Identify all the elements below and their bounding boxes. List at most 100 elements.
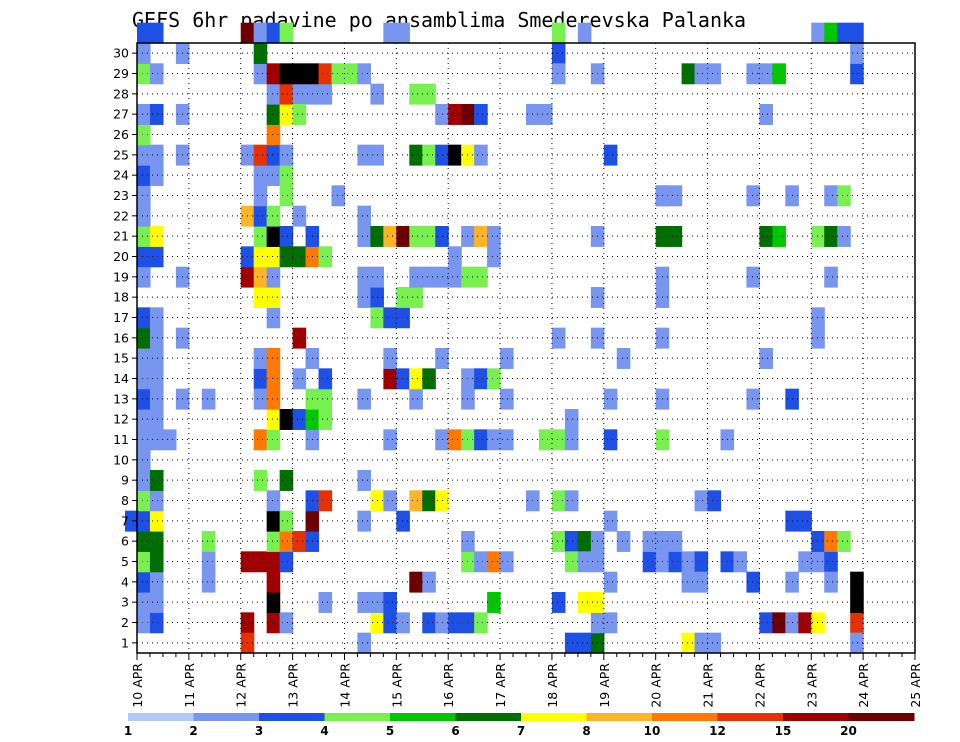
precip-cell xyxy=(266,246,281,268)
precip-cell xyxy=(357,266,371,288)
y-tick-label: 29 xyxy=(113,66,129,81)
colorbar-swatch xyxy=(455,713,522,721)
precip-cell xyxy=(422,490,436,512)
precip-cell xyxy=(551,63,566,85)
precip-cell xyxy=(137,551,151,573)
precip-cell xyxy=(318,368,333,390)
precip-cell xyxy=(551,22,566,44)
precip-cell xyxy=(357,144,371,166)
precip-cell xyxy=(266,388,281,410)
precip-cell xyxy=(538,429,553,451)
precip-cell xyxy=(850,22,864,44)
precip-cell xyxy=(474,551,488,573)
precip-cell xyxy=(694,551,709,573)
precip-cell xyxy=(266,22,281,44)
precip-cell xyxy=(137,104,151,125)
y-tick-label: 25 xyxy=(113,147,129,162)
precip-cell xyxy=(798,612,812,634)
precip-cell xyxy=(850,43,864,64)
precip-cell xyxy=(616,348,631,369)
precip-cell xyxy=(292,368,307,390)
precip-cell xyxy=(811,307,825,329)
precip-cell xyxy=(266,266,281,288)
precip-cell xyxy=(149,470,164,491)
precip-cell xyxy=(253,246,268,268)
precip-cell xyxy=(396,612,410,634)
precip-cell xyxy=(500,388,514,410)
colorbar-swatch xyxy=(717,713,784,721)
x-tick-label: 12 APR xyxy=(234,663,249,708)
colorbar-label: 15 xyxy=(775,724,792,738)
precip-cell xyxy=(292,83,307,105)
precip-cell xyxy=(383,592,397,613)
precip-cell xyxy=(577,22,592,44)
precip-cell xyxy=(292,205,307,227)
precip-cell xyxy=(850,612,864,634)
precip-cell xyxy=(279,226,294,247)
precip-cell xyxy=(137,124,151,146)
colorbar-label: 7 xyxy=(517,724,525,738)
precip-cell xyxy=(824,22,838,44)
precip-cell xyxy=(357,63,371,85)
precip-cell xyxy=(357,205,371,227)
y-tick-label: 1 xyxy=(121,635,129,650)
precip-cell xyxy=(409,287,423,308)
precip-cell xyxy=(811,22,825,44)
precip-cell xyxy=(707,490,722,512)
y-tick-label: 15 xyxy=(113,351,129,366)
precip-cell xyxy=(149,571,164,593)
precip-cell xyxy=(266,226,281,247)
precip-cell xyxy=(266,307,281,329)
precip-cell xyxy=(551,429,566,451)
x-tick-label: 11 APR xyxy=(182,663,197,708)
precip-cell xyxy=(811,327,825,349)
precip-cell xyxy=(137,612,151,634)
colorbar-swatch xyxy=(193,713,260,721)
colorbar-swatch xyxy=(390,713,456,721)
precip-cell xyxy=(292,409,307,430)
precip-cell xyxy=(253,429,268,451)
precip-cell xyxy=(253,551,268,573)
precip-cell xyxy=(811,531,825,552)
precip-cell xyxy=(149,409,164,430)
precip-cell xyxy=(137,348,151,369)
precip-cell xyxy=(137,531,151,552)
precip-cell xyxy=(266,165,281,186)
precip-cell xyxy=(357,592,371,613)
precip-cell xyxy=(824,551,838,573)
precip-cell xyxy=(149,592,164,613)
precip-cell xyxy=(279,83,294,105)
precip-cell xyxy=(487,226,501,247)
precip-cell xyxy=(837,185,851,207)
precip-cell xyxy=(253,144,268,166)
precip-cell xyxy=(279,470,294,491)
chart-title: GEFS 6hr padavine po ansamblima Smederev… xyxy=(132,8,746,32)
precip-cell xyxy=(253,266,268,288)
precip-cell xyxy=(357,388,371,410)
precip-cell xyxy=(746,266,760,288)
precip-cell xyxy=(603,571,618,593)
x-tick-label: 24 APR xyxy=(856,663,871,708)
colorbar-swatch xyxy=(521,713,587,721)
colorbar-label: 6 xyxy=(451,724,459,738)
y-tick-label: 5 xyxy=(121,554,129,569)
x-tick-label: 16 APR xyxy=(441,663,456,708)
precip-cell xyxy=(409,490,423,512)
y-tick-label: 27 xyxy=(113,107,129,122)
precip-cell xyxy=(474,429,488,451)
precip-cell xyxy=(616,531,631,552)
precip-cell xyxy=(149,22,164,44)
x-tick-label: 23 APR xyxy=(804,663,819,708)
precip-cell xyxy=(422,571,436,593)
precip-cell xyxy=(137,246,151,268)
precip-cell xyxy=(266,63,281,85)
precip-cell xyxy=(240,22,255,44)
precip-cell xyxy=(577,531,592,552)
precip-cell xyxy=(422,144,436,166)
colorbar-label: 8 xyxy=(582,724,590,738)
precip-cell xyxy=(694,571,709,593)
precip-cell xyxy=(603,144,618,166)
precip-cell xyxy=(668,551,683,573)
precip-cell xyxy=(383,307,397,329)
precip-cell xyxy=(253,22,268,44)
